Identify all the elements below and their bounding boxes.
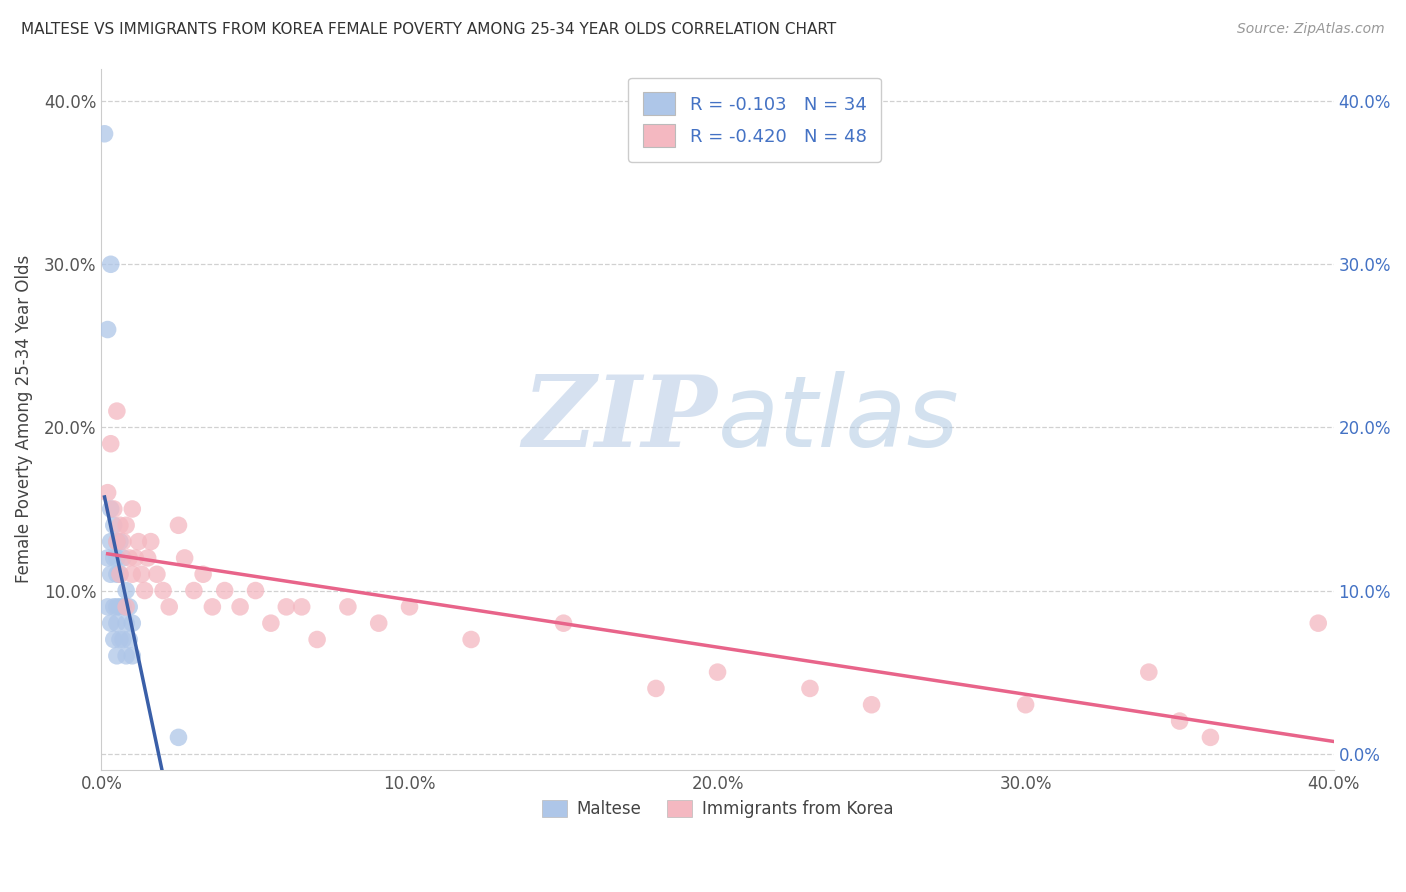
Point [103,518,125,533]
Point [1137,665,1160,679]
Point [146,567,169,582]
Point [115,616,138,631]
Point [201,599,224,614]
Point [105,648,128,663]
Point [103,550,125,565]
Point [706,665,728,679]
Point [105,404,128,418]
Point [1014,698,1036,712]
Point [97,322,120,336]
Point [108,534,131,549]
Point [367,616,389,631]
Point [105,550,128,565]
Point [108,567,131,582]
Point [100,436,122,450]
Point [229,599,252,614]
Point [100,567,122,582]
Point [97,550,120,565]
Point [307,632,329,647]
Point [115,599,138,614]
Point [1199,731,1222,745]
Point [100,616,122,631]
Text: ZIP: ZIP [523,371,717,467]
Point [121,567,143,582]
Point [118,550,141,565]
Point [191,567,214,582]
Point [105,567,128,582]
Y-axis label: Female Poverty Among 25-34 Year Olds: Female Poverty Among 25-34 Year Olds [15,255,32,583]
Point [173,550,195,565]
Point [93,127,115,141]
Point [108,518,131,533]
Legend: Maltese, Immigrants from Korea: Maltese, Immigrants from Korea [536,793,900,825]
Point [157,599,180,614]
Point [260,616,283,631]
Point [167,518,190,533]
Text: Source: ZipAtlas.com: Source: ZipAtlas.com [1237,22,1385,37]
Point [105,599,128,614]
Point [112,534,135,549]
Point [398,599,420,614]
Point [291,599,314,614]
Point [553,616,575,631]
Point [460,632,482,647]
Point [152,583,174,598]
Point [121,502,143,516]
Point [276,599,298,614]
Point [245,583,267,598]
Point [97,485,120,500]
Point [112,599,135,614]
Point [105,534,128,549]
Point [112,550,135,565]
Point [100,502,122,516]
Point [108,632,131,647]
Point [103,599,125,614]
Point [100,534,122,549]
Point [799,681,821,696]
Text: atlas: atlas [717,371,959,467]
Text: MALTESE VS IMMIGRANTS FROM KOREA FEMALE POVERTY AMONG 25-34 YEAR OLDS CORRELATIO: MALTESE VS IMMIGRANTS FROM KOREA FEMALE … [21,22,837,37]
Point [645,681,668,696]
Point [115,518,138,533]
Point [105,616,128,631]
Point [127,534,149,549]
Point [115,648,138,663]
Point [1168,714,1191,728]
Point [860,698,883,712]
Point [103,632,125,647]
Point [336,599,359,614]
Point [167,731,190,745]
Point [118,599,141,614]
Point [183,583,205,598]
Point [136,550,159,565]
Point [118,632,141,647]
Point [124,550,146,565]
Point [108,567,131,582]
Point [214,583,236,598]
Point [97,599,120,614]
Point [1308,616,1330,631]
Point [108,599,131,614]
Point [121,616,143,631]
Point [100,257,122,271]
Point [139,534,162,549]
Point [103,502,125,516]
Point [134,583,156,598]
Point [105,534,128,549]
Point [112,632,135,647]
Point [115,583,138,598]
Point [131,567,153,582]
Point [121,648,143,663]
